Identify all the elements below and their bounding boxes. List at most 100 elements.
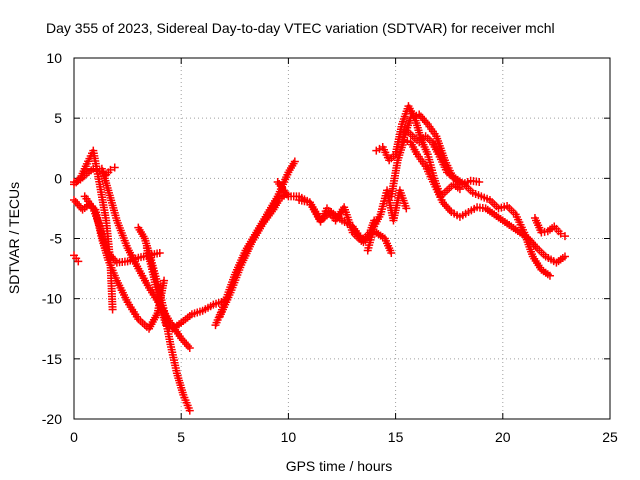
marker-trail — [173, 371, 187, 397]
marker-trail — [535, 246, 548, 259]
marker-trail — [451, 181, 462, 192]
marker-trail — [387, 152, 398, 163]
marker-trail — [442, 158, 457, 180]
marker-trail — [260, 207, 276, 226]
marker-trail — [450, 209, 462, 220]
marker-trail — [554, 254, 567, 266]
series-arc-10 — [215, 189, 291, 321]
marker-trail — [387, 158, 402, 198]
marker-trail — [113, 218, 131, 250]
marker-trail — [433, 134, 449, 162]
marker-trail — [460, 177, 472, 188]
marker-trail — [396, 188, 410, 210]
marker-trail — [89, 149, 104, 186]
marker-trail — [135, 266, 152, 290]
marker-trail — [135, 225, 148, 241]
data-point — [560, 232, 569, 241]
data-point — [106, 165, 115, 174]
data-point — [545, 271, 554, 280]
marker-trail — [505, 204, 518, 217]
marker-trail — [381, 236, 395, 255]
series-arc-17 — [398, 110, 484, 189]
y-tick-label: -5 — [50, 231, 63, 247]
marker-trail — [500, 217, 514, 229]
marker-trail — [124, 246, 142, 271]
marker-trail — [509, 223, 522, 235]
data-point — [110, 163, 119, 172]
marker-trail — [380, 145, 392, 162]
marker-trail — [167, 343, 181, 375]
marker-trail — [105, 188, 121, 222]
marker-trail — [287, 192, 301, 201]
marker-trail — [521, 230, 536, 259]
x-tick-label: 15 — [388, 429, 404, 445]
marker-trail — [318, 209, 334, 223]
x-axis-label: GPS time / hours — [286, 458, 393, 474]
data-point — [185, 406, 194, 415]
marker-trail — [488, 198, 501, 211]
y-tick-label: -15 — [42, 351, 62, 367]
marker-trail — [96, 182, 110, 222]
marker-trail — [277, 191, 289, 202]
x-tick-label: 0 — [70, 429, 78, 445]
data-point — [402, 204, 411, 213]
marker-trail — [552, 224, 563, 236]
series-arc-12 — [295, 195, 396, 257]
marker-trail — [471, 189, 483, 200]
marker-trail — [417, 134, 428, 145]
data-point — [108, 305, 117, 314]
marker-trail — [422, 164, 437, 186]
marker-trail — [445, 182, 456, 193]
data-markers — [70, 102, 569, 415]
grid-lines — [74, 58, 610, 419]
marker-trail — [467, 204, 479, 215]
marker-trail — [530, 254, 544, 272]
marker-trail — [275, 180, 291, 199]
marker-trail — [82, 194, 96, 211]
y-tick-label: 0 — [54, 170, 62, 186]
x-tick-label: 10 — [281, 429, 297, 445]
marker-trail — [410, 134, 422, 145]
marker-trail — [190, 307, 204, 318]
marker-trail — [544, 254, 558, 266]
marker-trail — [532, 216, 545, 235]
marker-trail — [77, 162, 90, 180]
marker-trail — [115, 257, 129, 267]
marker-trail — [429, 140, 442, 156]
data-point — [74, 257, 83, 266]
marker-trail — [212, 297, 226, 308]
marker-trail — [103, 248, 120, 265]
marker-trail — [180, 393, 193, 412]
y-tick-label: 5 — [54, 110, 62, 126]
marker-trail — [78, 171, 89, 182]
marker-trail — [435, 152, 450, 174]
y-tick-label: -10 — [42, 291, 62, 307]
marker-trail — [451, 175, 464, 187]
marker-trail — [475, 203, 487, 213]
marker-trail — [178, 336, 193, 351]
marker-trail — [156, 303, 170, 327]
marker-trail — [545, 224, 557, 234]
series-arc-15 — [387, 135, 569, 267]
series-arc-18 — [530, 214, 569, 241]
series-arc-13 — [363, 186, 411, 255]
marker-trail — [462, 182, 475, 195]
y-axis-label: SDTVAR / TECUs — [6, 182, 22, 294]
marker-trail — [492, 211, 505, 223]
marker-trail — [105, 258, 120, 283]
marker-trail — [285, 159, 298, 175]
marker-trail — [414, 152, 428, 168]
marker-trail — [72, 176, 83, 187]
marker-trail — [137, 251, 151, 262]
marker-trail — [329, 209, 344, 223]
y-tick-label: 10 — [46, 50, 62, 66]
data-point — [290, 157, 299, 166]
marker-trail — [539, 267, 552, 279]
marker-trail — [480, 193, 492, 203]
marker-trail — [201, 302, 215, 314]
marker-trail — [90, 206, 103, 228]
marker-trail — [238, 240, 255, 267]
x-tick-label: 25 — [602, 429, 618, 445]
marker-trail — [458, 209, 470, 220]
